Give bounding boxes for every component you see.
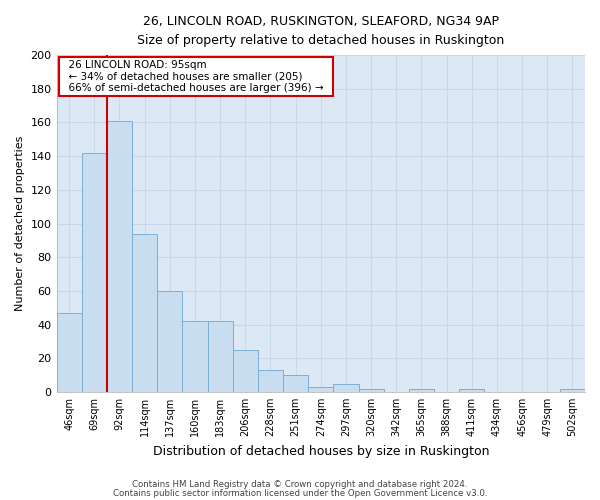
Bar <box>56 313 82 392</box>
Bar <box>157 291 182 392</box>
Y-axis label: Number of detached properties: Number of detached properties <box>15 136 25 311</box>
Bar <box>132 234 157 392</box>
Text: Contains HM Land Registry data © Crown copyright and database right 2024.: Contains HM Land Registry data © Crown c… <box>132 480 468 489</box>
Bar <box>107 121 132 392</box>
Bar <box>182 321 208 392</box>
Bar <box>560 388 585 392</box>
Bar <box>258 370 283 392</box>
X-axis label: Distribution of detached houses by size in Ruskington: Distribution of detached houses by size … <box>152 444 489 458</box>
Bar <box>409 388 434 392</box>
Bar <box>334 384 359 392</box>
Bar <box>459 388 484 392</box>
Bar <box>233 350 258 392</box>
Bar <box>308 387 334 392</box>
Text: Contains public sector information licensed under the Open Government Licence v3: Contains public sector information licen… <box>113 488 487 498</box>
Title: 26, LINCOLN ROAD, RUSKINGTON, SLEAFORD, NG34 9AP
Size of property relative to de: 26, LINCOLN ROAD, RUSKINGTON, SLEAFORD, … <box>137 15 505 47</box>
Bar <box>283 375 308 392</box>
Bar <box>82 153 107 392</box>
Bar <box>208 321 233 392</box>
Bar <box>359 388 383 392</box>
Text: 26 LINCOLN ROAD: 95sqm  
  ← 34% of detached houses are smaller (205)  
  66% of: 26 LINCOLN ROAD: 95sqm ← 34% of detached… <box>62 60 330 94</box>
